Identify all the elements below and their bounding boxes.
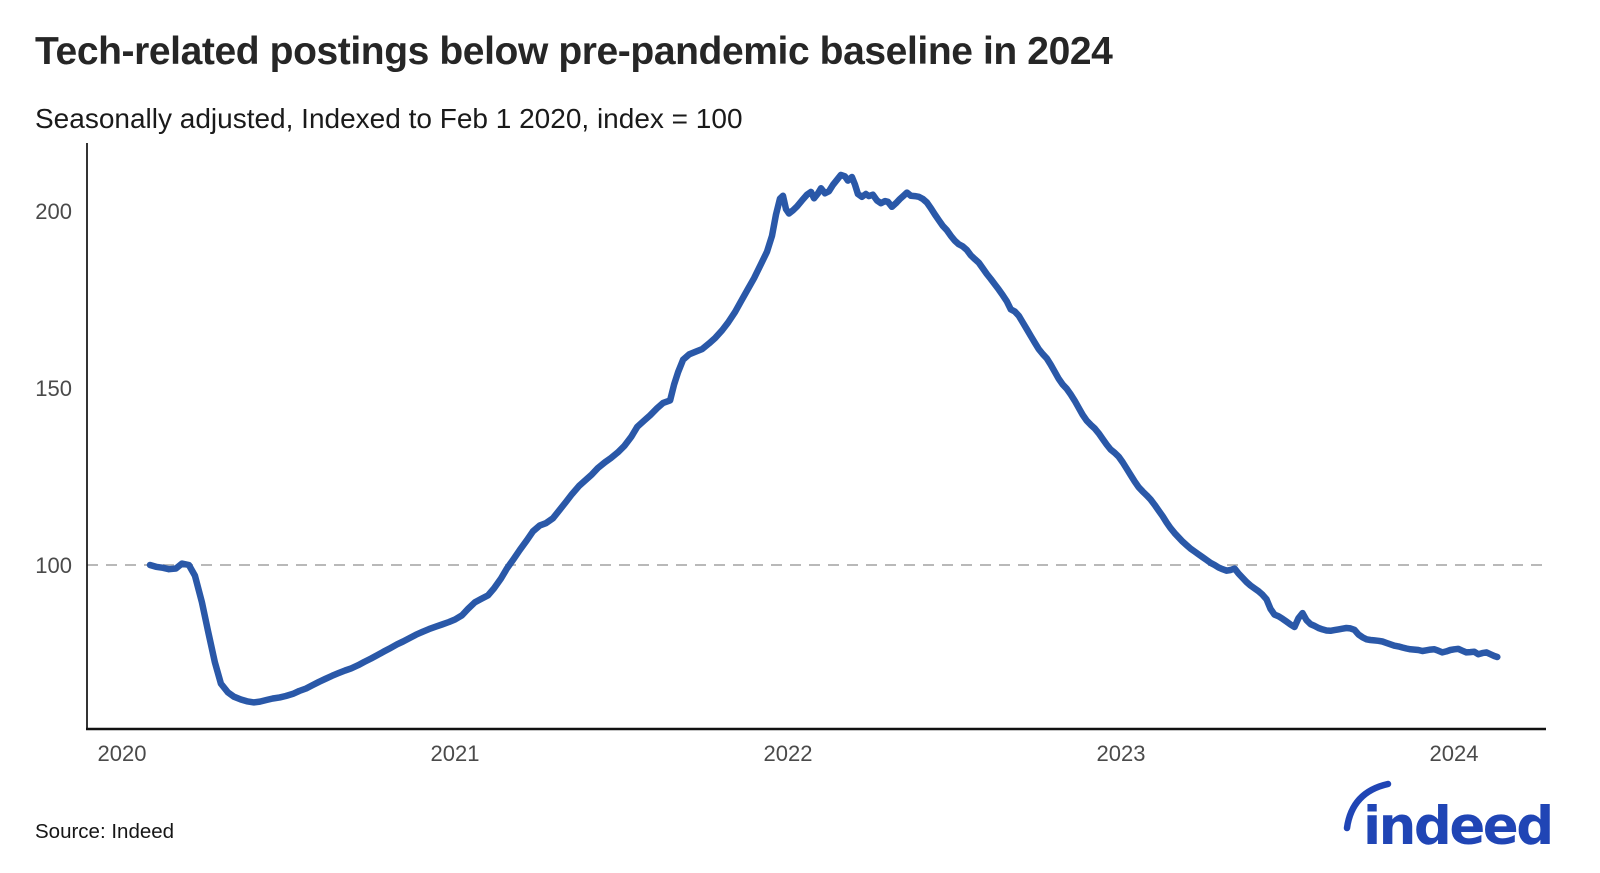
x-tick-label-2023: 2023 (1097, 741, 1146, 766)
logo-wordmark: indeed (1363, 796, 1552, 857)
indeed-logo: indeed (1343, 780, 1554, 857)
x-tick-label-2020: 2020 (98, 741, 147, 766)
x-tick-label-2021: 2021 (431, 741, 480, 766)
x-tick-label-2024: 2024 (1430, 741, 1479, 766)
chart-title: Tech-related postings below pre-pandemic… (35, 30, 1113, 73)
y-tick-label-150: 150 (35, 376, 72, 401)
x-tick-label-2022: 2022 (764, 741, 813, 766)
chart-subtitle: Seasonally adjusted, Indexed to Feb 1 20… (35, 103, 743, 134)
y-tick-label-200: 200 (35, 199, 72, 224)
y-tick-label-100: 100 (35, 553, 72, 578)
y-axis-tick-labels: 100 150 200 (35, 199, 72, 578)
logo-swoosh-icon (1343, 780, 1392, 832)
x-axis-tick-labels: 2020 2021 2022 2023 2024 (98, 741, 1479, 766)
postings-index-line (146, 171, 1501, 706)
source-note: Source: Indeed (35, 820, 175, 843)
